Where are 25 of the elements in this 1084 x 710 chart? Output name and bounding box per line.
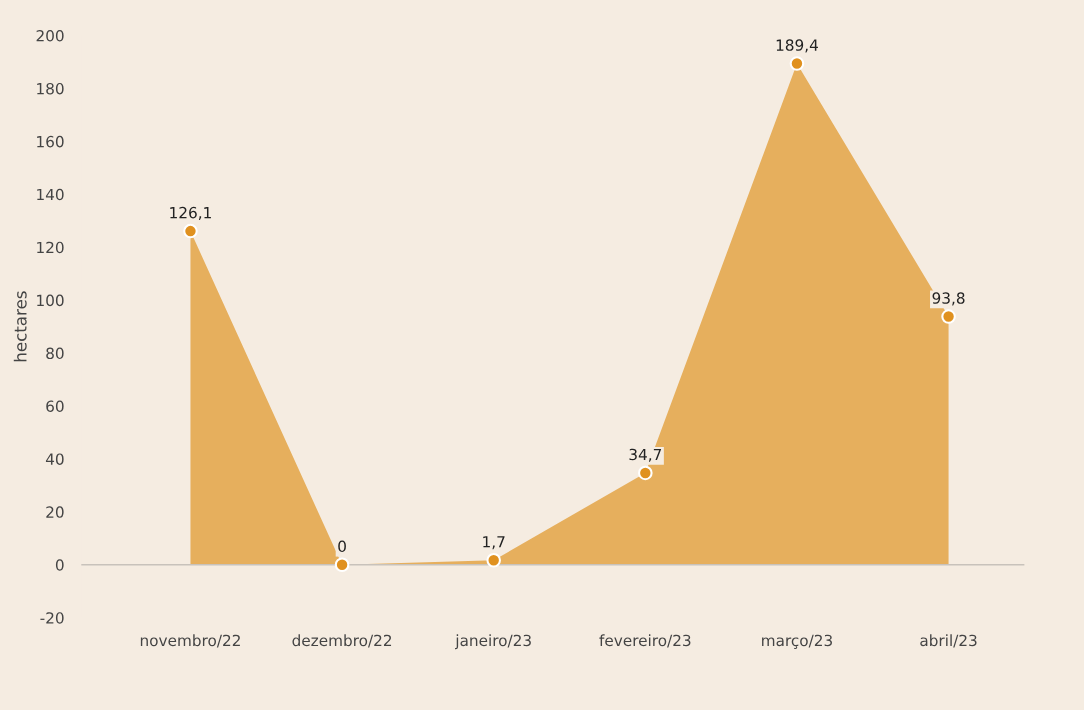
data-label: 1,7 [483, 536, 505, 550]
y-tick-label: 0 [55, 559, 64, 571]
y-tick-label: 120 [37, 241, 64, 254]
x-tick-label: dezembro/22 [292, 634, 392, 648]
y-tick-label: 200 [36, 29, 64, 42]
y-axis-title: hectares [13, 291, 27, 362]
y-tick-label: 80 [46, 347, 64, 360]
x-tick-label: março/23 [762, 634, 832, 649]
y-tick-label: 180 [37, 82, 64, 95]
y-tick-label: 160 [37, 135, 64, 148]
data-label: 189,4 [776, 39, 818, 53]
data-label: 93,8 [932, 292, 965, 306]
x-tick-label: abril/23 [920, 634, 977, 648]
x-tick-label: fevereiro/23 [599, 634, 691, 648]
data-label: 126,1 [170, 206, 211, 220]
x-tick-label: janeiro/23 [455, 634, 531, 650]
data-label: 34,7 [629, 448, 662, 462]
data-label: 0 [338, 540, 346, 553]
y-tick-label: -20 [40, 612, 64, 624]
y-tick-label: 40 [45, 453, 64, 465]
y-tick-label: 60 [46, 400, 64, 413]
y-tick-label: 140 [37, 188, 64, 201]
y-tick-label: 20 [46, 506, 64, 518]
x-tick-label: novembro/22 [140, 634, 240, 648]
y-tick-label: 100 [37, 294, 64, 307]
